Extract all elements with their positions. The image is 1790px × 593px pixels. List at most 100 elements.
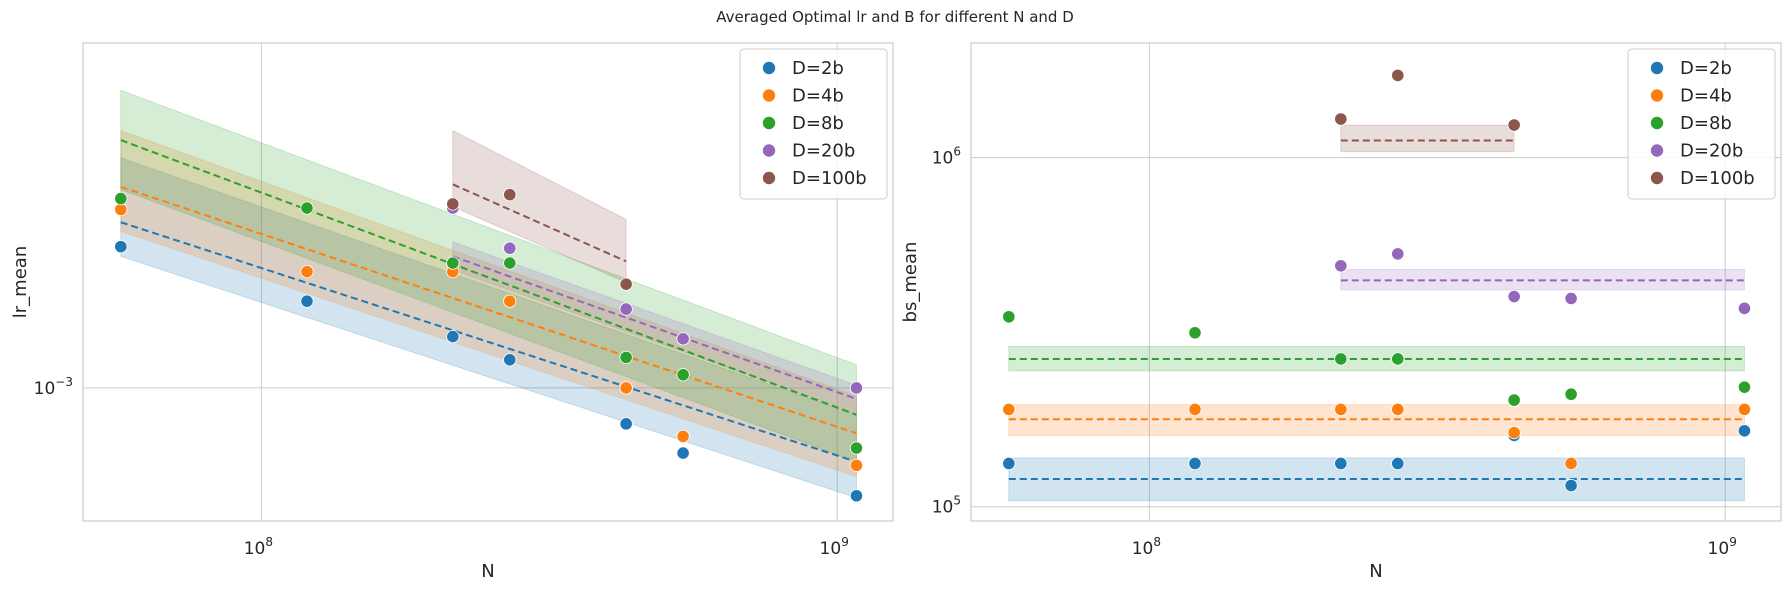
data-point-d-2b xyxy=(1737,424,1752,438)
y-tick-exponent: 6 xyxy=(953,145,961,159)
data-point-d-2b xyxy=(1391,456,1405,471)
legend-marker-d-8b xyxy=(762,116,776,130)
data-point-d-2b xyxy=(114,240,128,254)
data-point-d-8b xyxy=(1188,326,1202,340)
axes-frame xyxy=(82,42,894,522)
data-point-d-4b xyxy=(1334,402,1348,416)
legend-marker-d-20b xyxy=(1650,144,1664,157)
data-point-d-4b xyxy=(849,458,864,472)
legend-label-d-4b: D=4b xyxy=(1680,86,1732,107)
y-tick-label: 106 xyxy=(932,145,961,169)
data-point-d-20b xyxy=(1737,301,1752,315)
x-tick-exponent: 9 xyxy=(841,535,849,549)
data-point-d-8b xyxy=(1737,380,1752,394)
data-point-d-8b xyxy=(1391,352,1405,366)
fit-line-d-2b xyxy=(120,221,857,463)
data-point-d-4b xyxy=(503,294,517,308)
data-point-d-2b xyxy=(676,446,690,460)
data-point-d-2b xyxy=(1002,456,1016,471)
legend-label-d-2b: D=2b xyxy=(792,58,844,79)
y-axis-label: bs_mean xyxy=(900,242,921,323)
data-point-d-8b xyxy=(619,350,633,364)
legend-label-d-8b: D=8b xyxy=(1680,113,1732,134)
data-point-d-100b xyxy=(619,277,633,291)
legend-label-d-4b: D=4b xyxy=(792,86,844,107)
lr-mean-chart: 108 109 10−3 Nlr_mean D=2b D=4b D=8b D=20b D=100… xyxy=(10,42,894,582)
data-point-d-8b xyxy=(300,201,314,215)
legend-marker-d-2b xyxy=(1650,61,1664,75)
data-point-d-100b xyxy=(446,197,460,211)
data-point-d-20b xyxy=(1507,289,1521,304)
data-point-d-4b xyxy=(619,381,633,395)
data-point-d-4b xyxy=(1737,402,1752,416)
data-point-d-2b xyxy=(300,294,314,308)
data-point-d-4b xyxy=(1002,402,1016,416)
legend-label-d-20b: D=20b xyxy=(792,141,855,162)
legend-box xyxy=(1627,48,1776,200)
confidence-band-d-100b xyxy=(1340,124,1515,153)
legend-label-d-20b: D=20b xyxy=(1680,141,1743,162)
legend-label-d-100b: D=100b xyxy=(1680,168,1755,189)
x-tick-exponent: 8 xyxy=(265,535,273,549)
data-point-d-2b xyxy=(1564,478,1578,493)
figure-title: Averaged Optimal lr and B for different … xyxy=(716,8,1074,26)
data-point-d-100b xyxy=(1507,118,1521,132)
data-point-d-20b xyxy=(503,241,517,255)
legend-marker-d-8b xyxy=(1650,116,1664,130)
y-tick-label: 10−3 xyxy=(34,375,73,399)
x-axis-label: N xyxy=(481,561,494,582)
fit-line-d-8b xyxy=(120,139,857,416)
y-axis-label: lr_mean xyxy=(10,246,31,318)
data-point-d-8b xyxy=(849,441,864,455)
data-point-d-20b xyxy=(1334,259,1348,273)
x-tick-exponent: 8 xyxy=(1153,535,1161,549)
data-point-d-2b xyxy=(503,353,517,367)
data-point-d-4b xyxy=(1564,456,1578,471)
data-point-d-8b xyxy=(1564,387,1578,401)
x-tick-label: 109 xyxy=(1708,535,1737,559)
data-point-d-20b xyxy=(1564,291,1578,306)
fit-line-d-100b xyxy=(452,183,627,263)
x-tick-exponent: 9 xyxy=(1729,535,1737,549)
data-point-d-20b xyxy=(676,332,690,346)
data-point-d-8b xyxy=(446,256,460,270)
data-point-d-4b xyxy=(300,265,314,279)
legend-marker-d-2b xyxy=(762,61,776,75)
legend-marker-d-20b xyxy=(762,144,776,157)
data-point-d-2b xyxy=(849,489,864,503)
data-point-d-2b xyxy=(619,417,633,431)
legend-label-d-2b: D=2b xyxy=(1680,58,1732,79)
fit-line-d-20b xyxy=(452,255,857,400)
data-point-d-8b xyxy=(114,191,128,206)
legend: D=2b D=4b D=8b D=20b D=100b xyxy=(1627,48,1776,200)
data-point-d-2b xyxy=(1334,456,1348,471)
data-point-d-100b xyxy=(503,188,517,202)
data-point-d-4b xyxy=(676,429,690,444)
data-point-d-20b xyxy=(1391,247,1405,261)
fit-line-d-4b xyxy=(120,185,857,435)
data-point-d-100b xyxy=(1334,112,1348,126)
data-point-d-2b xyxy=(446,329,460,344)
data-point-d-2b xyxy=(1188,456,1202,471)
bs-mean-chart: 108 109 105 106 Nbs_mean D=2b D=4b D=8b D=20b D=1… xyxy=(900,42,1782,582)
legend-label-d-8b: D=8b xyxy=(792,113,844,134)
axes-frame xyxy=(970,42,1782,522)
legend-box xyxy=(739,48,888,200)
data-point-d-8b xyxy=(1507,393,1521,407)
legend-marker-d-4b xyxy=(1650,89,1664,102)
legend-marker-d-100b xyxy=(762,171,776,185)
data-point-d-8b xyxy=(676,368,690,382)
x-tick-label: 108 xyxy=(244,535,273,559)
data-point-d-20b xyxy=(619,302,633,316)
data-point-d-4b xyxy=(1391,402,1405,416)
y-tick-exponent: −3 xyxy=(55,375,73,389)
data-point-d-20b xyxy=(849,381,864,395)
x-tick-label: 108 xyxy=(1132,535,1161,559)
y-tick-exponent: 5 xyxy=(953,494,961,508)
data-point-d-8b xyxy=(1334,352,1348,366)
legend-label-d-100b: D=100b xyxy=(792,168,867,189)
legend-marker-d-100b xyxy=(1650,171,1664,185)
data-point-d-4b xyxy=(1507,426,1521,440)
y-tick-label: 105 xyxy=(932,494,961,518)
